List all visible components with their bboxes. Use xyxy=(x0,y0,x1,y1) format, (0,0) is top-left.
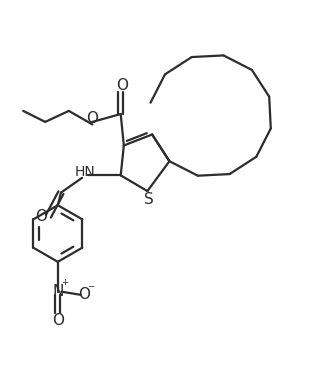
Text: O: O xyxy=(36,209,47,224)
Text: S: S xyxy=(144,193,154,207)
Text: O: O xyxy=(52,313,64,329)
Text: O: O xyxy=(116,78,128,93)
Text: HN: HN xyxy=(75,164,96,179)
Text: N: N xyxy=(52,284,63,299)
Text: $^-$: $^-$ xyxy=(86,283,97,296)
Text: $^+$: $^+$ xyxy=(60,279,70,292)
Text: O: O xyxy=(78,287,91,302)
Text: O: O xyxy=(86,111,98,125)
